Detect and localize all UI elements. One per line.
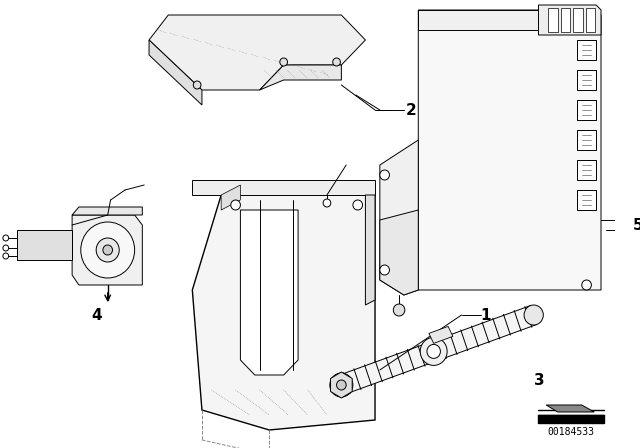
Circle shape <box>582 280 591 290</box>
Polygon shape <box>546 405 595 412</box>
Polygon shape <box>338 306 537 394</box>
Circle shape <box>3 253 9 259</box>
Polygon shape <box>149 40 202 105</box>
Polygon shape <box>577 40 596 60</box>
Text: 1: 1 <box>481 307 492 323</box>
Circle shape <box>280 58 287 66</box>
Bar <box>538 415 604 423</box>
Circle shape <box>380 170 390 180</box>
Polygon shape <box>573 8 583 32</box>
Text: 3: 3 <box>534 372 544 388</box>
Circle shape <box>420 337 447 366</box>
Circle shape <box>103 245 113 255</box>
Circle shape <box>330 373 353 397</box>
Circle shape <box>3 235 9 241</box>
Polygon shape <box>577 130 596 150</box>
Polygon shape <box>577 190 596 210</box>
Polygon shape <box>72 215 142 285</box>
Polygon shape <box>577 100 596 120</box>
Polygon shape <box>380 140 419 295</box>
Circle shape <box>427 345 440 358</box>
Polygon shape <box>538 5 601 35</box>
Polygon shape <box>193 180 375 195</box>
Circle shape <box>323 199 331 207</box>
Text: 4: 4 <box>91 307 102 323</box>
Circle shape <box>231 200 241 210</box>
Circle shape <box>380 265 390 275</box>
Text: 00184533: 00184533 <box>548 427 595 437</box>
Text: 2: 2 <box>406 103 417 117</box>
Polygon shape <box>241 210 298 375</box>
Polygon shape <box>419 10 596 30</box>
Polygon shape <box>586 8 595 32</box>
Circle shape <box>193 81 201 89</box>
Circle shape <box>3 245 9 251</box>
Circle shape <box>394 304 405 316</box>
Text: 5: 5 <box>633 217 640 233</box>
Polygon shape <box>380 210 419 295</box>
Polygon shape <box>419 10 601 290</box>
Polygon shape <box>193 195 375 430</box>
Polygon shape <box>149 15 365 90</box>
Circle shape <box>353 200 362 210</box>
Polygon shape <box>17 230 72 260</box>
Circle shape <box>96 238 119 262</box>
Circle shape <box>333 58 340 66</box>
Polygon shape <box>577 70 596 90</box>
Polygon shape <box>260 65 341 90</box>
Polygon shape <box>561 8 570 32</box>
Polygon shape <box>429 327 453 344</box>
Polygon shape <box>330 372 352 398</box>
Polygon shape <box>365 195 375 305</box>
Polygon shape <box>72 207 142 215</box>
Polygon shape <box>577 160 596 180</box>
Circle shape <box>337 380 346 390</box>
Polygon shape <box>548 8 557 32</box>
Circle shape <box>524 305 543 325</box>
Circle shape <box>81 222 134 278</box>
Polygon shape <box>221 185 241 210</box>
